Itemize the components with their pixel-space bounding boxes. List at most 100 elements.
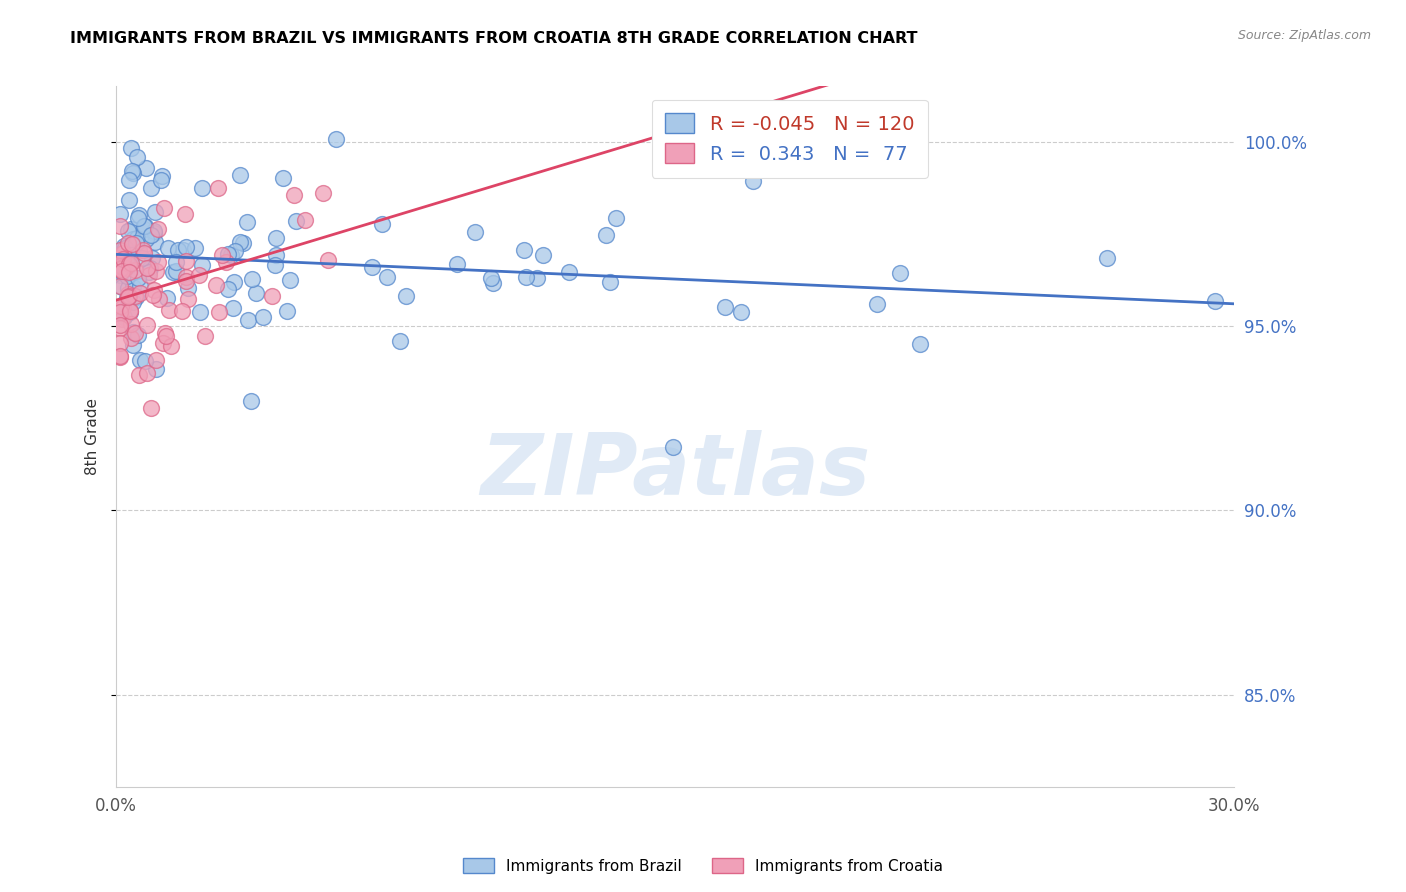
Point [125,235,148,250]
Point [149,173,172,187]
Point [129,352,152,367]
Point [112,310,135,325]
Point [132,243,155,257]
Point [112,246,135,260]
Point [187,268,209,282]
Point [134,222,156,236]
Point [108,260,131,275]
Point [143,205,166,219]
Point [139,260,162,275]
Point [176,270,198,285]
Point [122,280,145,294]
Point [215,255,238,269]
Point [162,265,184,279]
Point [118,257,141,271]
Point [395,289,418,303]
Point [125,290,148,304]
Point [730,305,752,319]
Point [120,221,142,235]
Point [370,217,392,231]
Point [232,236,254,251]
Point [128,243,150,257]
Point [157,302,180,317]
Point [121,295,143,310]
Point [260,289,283,303]
Point [228,168,250,182]
Point [479,271,502,285]
Point [325,132,347,146]
Point [118,265,141,279]
Point [558,265,581,279]
Point [134,219,156,233]
Point [131,252,153,266]
Point [152,202,174,216]
Point [278,273,301,287]
Point [132,219,155,234]
Point [111,260,134,274]
Point [217,282,239,296]
Point [108,279,131,293]
Point [464,225,486,239]
Point [143,224,166,238]
Point [222,301,245,316]
Point [118,289,141,303]
Point [176,293,198,307]
Point [128,208,150,222]
Point [662,440,685,454]
Point [108,268,131,282]
Point [273,171,295,186]
Point [128,368,150,382]
Point [283,187,305,202]
Point [165,264,187,278]
Point [184,241,207,255]
Point [173,207,195,221]
Point [167,243,190,257]
Point [108,318,131,332]
Point [224,244,246,258]
Text: IMMIGRANTS FROM BRAZIL VS IMMIGRANTS FROM CROATIA 8TH GRADE CORRELATION CHART: IMMIGRANTS FROM BRAZIL VS IMMIGRANTS FRO… [70,31,918,46]
Point [108,207,131,221]
Point [276,303,298,318]
Point [172,244,194,258]
Point [188,305,211,319]
Point [229,235,252,249]
Point [446,257,468,271]
Point [526,270,548,285]
Point [114,260,136,275]
Point [389,334,412,348]
Point [118,303,141,318]
Point [1204,293,1226,308]
Point [284,214,307,228]
Point [120,317,142,331]
Point [150,169,173,184]
Point [156,291,179,305]
Point [157,241,180,255]
Point [138,268,160,283]
Point [145,362,167,376]
Point [240,272,263,286]
Point [148,255,170,269]
Point [115,247,138,261]
Point [515,269,537,284]
Point [513,243,536,257]
Point [122,232,145,246]
Point [121,236,143,251]
Point [112,239,135,253]
Point [111,300,134,314]
Point [120,141,142,155]
Point [908,336,931,351]
Legend: R = -0.045   N = 120, R =  0.343   N =  77: R = -0.045 N = 120, R = 0.343 N = 77 [651,100,928,178]
Point [174,253,197,268]
Point [148,292,170,306]
Point [222,276,245,290]
Point [111,280,134,294]
Point [599,276,621,290]
Point [129,286,152,301]
Point [121,164,143,178]
Text: ZIPatlas: ZIPatlas [479,430,870,513]
Point [122,326,145,340]
Point [134,353,156,368]
Point [121,248,143,262]
Point [115,291,138,305]
Point [136,367,159,381]
